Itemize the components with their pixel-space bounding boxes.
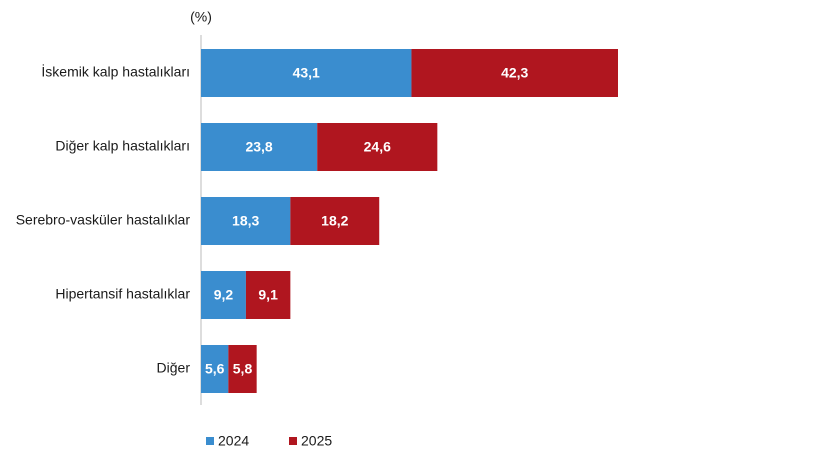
value-label: 18,2 — [321, 213, 348, 229]
bar-segment — [201, 271, 246, 319]
bar-segment — [201, 345, 229, 393]
legend-label: 2025 — [301, 433, 332, 449]
unit-label: (%) — [190, 9, 212, 25]
category-label: Diğer kalp hastalıkları — [55, 138, 190, 154]
bar-segment — [201, 49, 412, 97]
value-label: 43,1 — [293, 65, 320, 81]
bar-segment — [317, 123, 438, 171]
value-label: 9,2 — [214, 287, 234, 303]
value-label: 9,1 — [258, 287, 278, 303]
legend-swatch — [206, 437, 214, 445]
bar-segment — [201, 123, 318, 171]
category-label: Serebro-vasküler hastalıklar — [16, 212, 191, 228]
value-label: 18,3 — [232, 213, 259, 229]
legend-swatch — [289, 437, 297, 445]
value-label: 23,8 — [245, 139, 272, 155]
value-label: 42,3 — [501, 65, 528, 81]
category-label: Hipertansif hastalıklar — [55, 286, 190, 302]
bar-segment — [411, 49, 618, 97]
category-label: İskemik kalp hastalıkları — [41, 63, 190, 80]
bar-segment — [201, 197, 291, 245]
category-label: Diğer — [157, 360, 191, 376]
bar-segment — [228, 345, 257, 393]
value-label: 24,6 — [364, 139, 391, 155]
value-label: 5,6 — [205, 361, 225, 377]
bar-segment — [245, 271, 291, 319]
value-label: 5,8 — [233, 361, 253, 377]
bar-segment — [290, 197, 380, 245]
legend-label: 2024 — [218, 433, 249, 449]
